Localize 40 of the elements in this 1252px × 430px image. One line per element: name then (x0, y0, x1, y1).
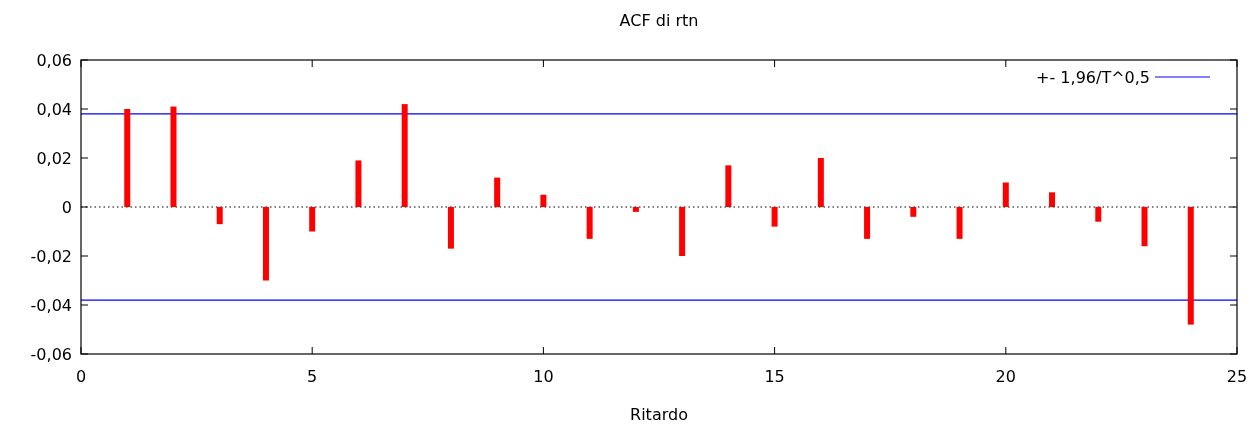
y-tick-label: -0,02 (30, 246, 72, 266)
x-tick-label: 15 (764, 367, 785, 386)
bar (447, 207, 454, 249)
bar (586, 207, 593, 239)
y-tick-label: 0,02 (36, 148, 72, 168)
y-tick-label: 0 (61, 197, 72, 217)
y-tick-label: 0,04 (36, 99, 72, 119)
bar (910, 207, 917, 217)
bar (817, 158, 824, 207)
chart-title: ACF di rtn (619, 11, 699, 30)
bar (725, 165, 732, 207)
bar (540, 194, 547, 207)
y-tick-label: -0,06 (30, 344, 72, 364)
bar (1095, 207, 1102, 222)
bar (864, 207, 871, 239)
bar (1141, 207, 1148, 247)
bar (216, 207, 223, 225)
y-tick-label: -0,04 (30, 295, 72, 315)
x-tick-label: 5 (307, 367, 318, 386)
x-tick-label: 20 (995, 367, 1016, 386)
bar (632, 207, 639, 212)
y-tick-label: 0,06 (36, 50, 72, 70)
x-tick-label: 10 (533, 367, 554, 386)
bar (956, 207, 963, 239)
bar (679, 207, 686, 256)
bar (309, 207, 316, 232)
x-tick-label: 0 (75, 367, 87, 386)
x-tick-label: 25 (1226, 367, 1248, 386)
bar (494, 177, 501, 207)
bar (170, 106, 177, 207)
x-axis-title: Ritardo (630, 405, 688, 424)
bar (401, 104, 408, 207)
bar (124, 109, 131, 207)
bar (1049, 192, 1056, 207)
bar (355, 160, 362, 207)
bar (771, 207, 778, 227)
bar (1002, 182, 1009, 207)
bar (1187, 207, 1194, 325)
bar (262, 207, 269, 281)
legend-label: +- 1,96/T^0,5 (1036, 67, 1150, 87)
